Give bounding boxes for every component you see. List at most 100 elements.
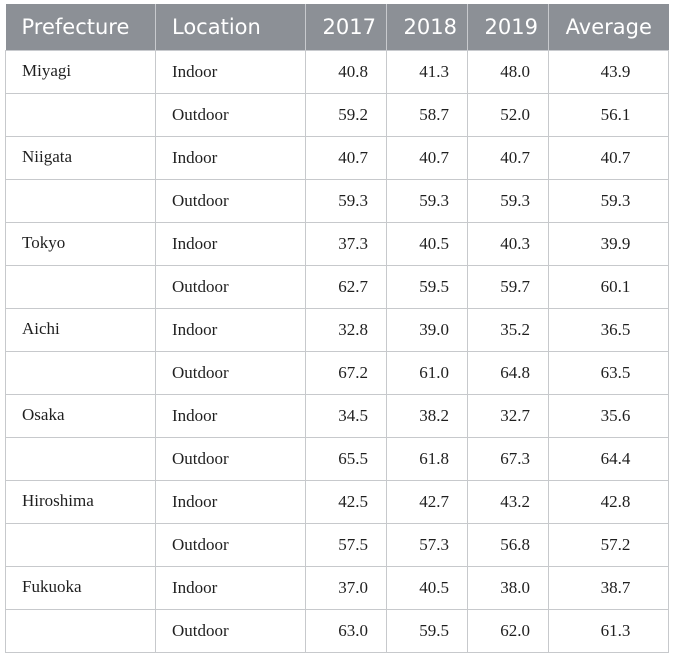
cell-2018: 61.8 bbox=[386, 437, 468, 481]
cell-2017: 63.0 bbox=[305, 609, 387, 653]
cell-prefecture: Fukuoka bbox=[5, 566, 156, 610]
cell-prefecture bbox=[5, 93, 156, 137]
table-row: Tokyo Indoor 37.3 40.5 40.3 39.9 bbox=[5, 222, 669, 266]
table-row: Outdoor 63.0 59.5 62.0 61.3 bbox=[5, 609, 669, 653]
cell-2017: 59.2 bbox=[305, 93, 387, 137]
cell-prefecture: Niigata bbox=[5, 136, 156, 180]
cell-2018: 40.5 bbox=[386, 566, 468, 610]
cell-prefecture bbox=[5, 179, 156, 223]
header-average: Average bbox=[548, 4, 669, 51]
cell-2019: 38.0 bbox=[467, 566, 549, 610]
cell-average: 39.9 bbox=[548, 222, 669, 266]
table-row: Hiroshima Indoor 42.5 42.7 43.2 42.8 bbox=[5, 480, 669, 524]
cell-location: Outdoor bbox=[155, 179, 306, 223]
cell-2019: 59.7 bbox=[467, 265, 549, 309]
cell-location: Indoor bbox=[155, 566, 306, 610]
table-row: Fukuoka Indoor 37.0 40.5 38.0 38.7 bbox=[5, 566, 669, 610]
cell-average: 40.7 bbox=[548, 136, 669, 180]
cell-location: Indoor bbox=[155, 394, 306, 438]
table-row: Osaka Indoor 34.5 38.2 32.7 35.6 bbox=[5, 394, 669, 438]
cell-2017: 65.5 bbox=[305, 437, 387, 481]
cell-2019: 40.3 bbox=[467, 222, 549, 266]
cell-prefecture: Miyagi bbox=[5, 50, 156, 94]
cell-location: Outdoor bbox=[155, 523, 306, 567]
cell-prefecture bbox=[5, 265, 156, 309]
cell-location: Outdoor bbox=[155, 265, 306, 309]
table-row: Outdoor 57.5 57.3 56.8 57.2 bbox=[5, 523, 669, 567]
cell-2019: 67.3 bbox=[467, 437, 549, 481]
cell-2017: 57.5 bbox=[305, 523, 387, 567]
cell-2019: 52.0 bbox=[467, 93, 549, 137]
cell-average: 64.4 bbox=[548, 437, 669, 481]
table-row: Aichi Indoor 32.8 39.0 35.2 36.5 bbox=[5, 308, 669, 352]
cell-2018: 39.0 bbox=[386, 308, 468, 352]
cell-2018: 58.7 bbox=[386, 93, 468, 137]
cell-2019: 62.0 bbox=[467, 609, 549, 653]
cell-2018: 38.2 bbox=[386, 394, 468, 438]
cell-2017: 67.2 bbox=[305, 351, 387, 395]
cell-average: 43.9 bbox=[548, 50, 669, 94]
cell-average: 42.8 bbox=[548, 480, 669, 524]
cell-2019: 32.7 bbox=[467, 394, 549, 438]
cell-average: 35.6 bbox=[548, 394, 669, 438]
cell-2018: 40.5 bbox=[386, 222, 468, 266]
cell-2019: 43.2 bbox=[467, 480, 549, 524]
cell-average: 56.1 bbox=[548, 93, 669, 137]
table-row: Outdoor 62.7 59.5 59.7 60.1 bbox=[5, 265, 669, 309]
cell-2018: 41.3 bbox=[386, 50, 468, 94]
cell-prefecture: Osaka bbox=[5, 394, 156, 438]
cell-average: 36.5 bbox=[548, 308, 669, 352]
header-location: Location bbox=[155, 4, 306, 51]
table-body: Miyagi Indoor 40.8 41.3 48.0 43.9 Outdoor 59.2 5… bbox=[5, 50, 669, 653]
cell-location: Outdoor bbox=[155, 351, 306, 395]
cell-location: Indoor bbox=[155, 480, 306, 524]
header-prefecture: Prefecture bbox=[5, 4, 156, 51]
cell-location: Outdoor bbox=[155, 93, 306, 137]
cell-prefecture: Tokyo bbox=[5, 222, 156, 266]
cell-2019: 40.7 bbox=[467, 136, 549, 180]
cell-prefecture: Aichi bbox=[5, 308, 156, 352]
header-row: Prefecture Location 2017 2018 2019 Avera… bbox=[5, 4, 669, 51]
cell-location: Indoor bbox=[155, 136, 306, 180]
cell-2019: 35.2 bbox=[467, 308, 549, 352]
cell-2018: 61.0 bbox=[386, 351, 468, 395]
table-row: Niigata Indoor 40.7 40.7 40.7 40.7 bbox=[5, 136, 669, 180]
cell-location: Indoor bbox=[155, 308, 306, 352]
cell-prefecture bbox=[5, 351, 156, 395]
header-2019: 2019 bbox=[467, 4, 549, 51]
cell-average: 63.5 bbox=[548, 351, 669, 395]
table-header: Prefecture Location 2017 2018 2019 Avera… bbox=[5, 4, 669, 51]
table-row: Outdoor 67.2 61.0 64.8 63.5 bbox=[5, 351, 669, 395]
cell-prefecture: Hiroshima bbox=[5, 480, 156, 524]
cell-2019: 48.0 bbox=[467, 50, 549, 94]
cell-2017: 59.3 bbox=[305, 179, 387, 223]
cell-average: 38.7 bbox=[548, 566, 669, 610]
table-row: Outdoor 59.2 58.7 52.0 56.1 bbox=[5, 93, 669, 137]
cell-2017: 34.5 bbox=[305, 394, 387, 438]
cell-2018: 59.5 bbox=[386, 609, 468, 653]
header-2018: 2018 bbox=[386, 4, 468, 51]
table-row: Outdoor 59.3 59.3 59.3 59.3 bbox=[5, 179, 669, 223]
cell-2019: 64.8 bbox=[467, 351, 549, 395]
cell-2017: 32.8 bbox=[305, 308, 387, 352]
cell-2018: 42.7 bbox=[386, 480, 468, 524]
cell-2019: 56.8 bbox=[467, 523, 549, 567]
cell-prefecture bbox=[5, 609, 156, 653]
cell-prefecture bbox=[5, 437, 156, 481]
cell-2017: 37.0 bbox=[305, 566, 387, 610]
cell-location: Outdoor bbox=[155, 437, 306, 481]
data-table: Prefecture Location 2017 2018 2019 Avera… bbox=[5, 4, 669, 653]
cell-average: 59.3 bbox=[548, 179, 669, 223]
cell-2018: 40.7 bbox=[386, 136, 468, 180]
cell-2017: 40.7 bbox=[305, 136, 387, 180]
cell-location: Indoor bbox=[155, 222, 306, 266]
cell-2018: 59.5 bbox=[386, 265, 468, 309]
cell-2017: 37.3 bbox=[305, 222, 387, 266]
cell-2018: 57.3 bbox=[386, 523, 468, 567]
cell-location: Indoor bbox=[155, 50, 306, 94]
cell-2018: 59.3 bbox=[386, 179, 468, 223]
table-row: Outdoor 65.5 61.8 67.3 64.4 bbox=[5, 437, 669, 481]
cell-2019: 59.3 bbox=[467, 179, 549, 223]
cell-2017: 62.7 bbox=[305, 265, 387, 309]
table-row: Miyagi Indoor 40.8 41.3 48.0 43.9 bbox=[5, 50, 669, 94]
